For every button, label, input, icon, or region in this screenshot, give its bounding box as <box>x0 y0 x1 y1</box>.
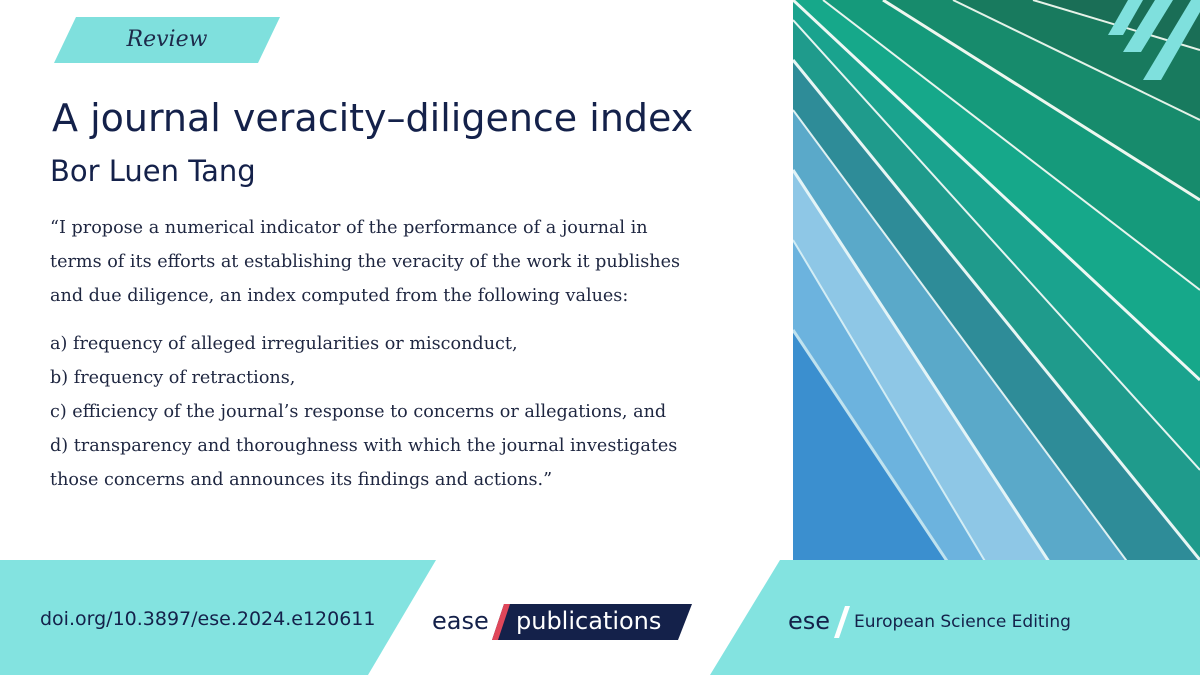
quote-criteria-item: d) transparency and thoroughness with wh… <box>50 436 678 456</box>
publications-box: publications <box>492 604 692 640</box>
doi-link[interactable]: doi.org/10.3897/ese.2024.e120611 <box>40 608 376 630</box>
review-label: Review <box>126 27 208 52</box>
quote-criteria-item: a) frequency of alleged irregularities o… <box>50 334 518 354</box>
quote-intro-line: terms of its efforts at establishing the… <box>50 252 681 272</box>
review-tag: Review <box>54 17 280 63</box>
footer-band-right <box>710 560 1200 675</box>
quote-block: “I propose a numerical indicator of the … <box>50 211 778 497</box>
ese-logo-name: European Science Editing <box>854 612 1071 632</box>
quote-criteria-item: c) efficiency of the journal’s response … <box>50 402 667 422</box>
quote-criteria-list: a) frequency of alleged irregularities o… <box>50 327 778 497</box>
quote-intro-line: “I propose a numerical indicator of the … <box>50 218 648 238</box>
article-title: A journal veracity–diligence index <box>52 96 694 140</box>
publications-word: publications <box>516 607 662 635</box>
article-author: Bor Luen Tang <box>50 154 256 188</box>
ese-logo-abbr: ese <box>788 607 831 635</box>
quote-criteria-item: b) frequency of retractions, <box>50 368 296 388</box>
ese-logo: ese European Science Editing <box>788 604 1088 640</box>
quote-intro: “I propose a numerical indicator of the … <box>50 211 778 313</box>
quote-closing: those concerns and announces its finding… <box>50 470 553 490</box>
slash-divider-icon <box>834 606 850 638</box>
footer-band-left <box>0 560 436 675</box>
ease-publications-logo: ease publications <box>432 604 694 640</box>
ease-logo-word: ease <box>432 607 489 635</box>
quote-intro-line: and due diligence, an index computed fro… <box>50 286 629 306</box>
